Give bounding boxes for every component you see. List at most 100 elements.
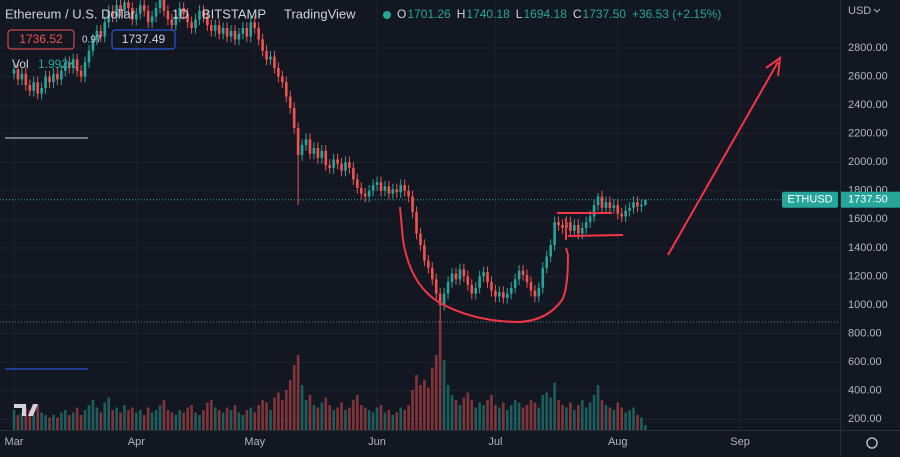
candle-body	[427, 260, 430, 268]
volume-bar	[411, 390, 414, 430]
volume-bar	[131, 407, 134, 430]
volume-bar	[442, 360, 446, 430]
volume-bar	[308, 395, 312, 430]
volume-bar	[636, 415, 639, 430]
volume-bar	[225, 407, 229, 430]
volume-bar	[261, 400, 264, 430]
candle-body	[356, 179, 359, 188]
volume-bar	[296, 355, 300, 430]
volume-bar	[257, 405, 260, 430]
candle-body	[75, 59, 79, 71]
candle-body	[237, 33, 241, 40]
candle-body	[28, 85, 32, 91]
candle-body	[296, 127, 300, 156]
candle-body	[83, 62, 87, 77]
candle-body	[24, 73, 28, 86]
candle-body	[462, 269, 466, 277]
candle-body	[596, 196, 600, 206]
volume-bar	[344, 410, 347, 430]
volume-bar	[458, 405, 462, 430]
volume-bar	[190, 405, 193, 430]
volume-bar	[237, 412, 241, 430]
volume-bar	[537, 407, 541, 430]
currency[interactable]: USD	[848, 5, 871, 17]
volume-bar	[454, 400, 458, 430]
candle-body	[87, 50, 91, 63]
volume-bar	[533, 402, 537, 430]
candle-body	[592, 205, 596, 217]
candle-body	[620, 213, 624, 217]
candle-body	[229, 30, 233, 37]
candle-body	[348, 162, 351, 168]
volume-bar	[71, 412, 75, 430]
candle-body	[261, 39, 264, 51]
volume-bar	[462, 397, 466, 430]
volume-bar	[569, 402, 572, 430]
legend-change: +36.53 (+2.15%)	[632, 7, 721, 21]
volume-bar	[415, 375, 418, 430]
legend-value: 1737.50	[583, 7, 627, 21]
volume-bar	[277, 392, 280, 430]
volume-bar	[154, 410, 158, 430]
candle-body	[202, 10, 205, 17]
plot-area	[12, 0, 647, 430]
candle-body	[367, 190, 371, 197]
candle-body	[383, 186, 387, 191]
volume-bar	[505, 410, 509, 430]
volume-bar	[423, 380, 426, 430]
volume-bar	[356, 395, 359, 430]
candle-body	[249, 22, 253, 37]
candle-body	[138, 5, 142, 14]
arrow-annotation	[667, 55, 782, 256]
candle-body	[277, 67, 280, 77]
candle-body	[210, 25, 213, 31]
candle-body	[438, 293, 442, 305]
volume-bar	[320, 402, 324, 430]
volume-bar	[32, 415, 36, 430]
volume-bar	[580, 400, 584, 430]
y-tick-label: 2400.00	[848, 99, 888, 111]
volume-bar	[549, 397, 552, 430]
candle-body	[513, 279, 517, 288]
buy-box[interactable]	[111, 29, 176, 50]
legend-value: 1694.18	[523, 7, 567, 21]
volume-bar	[430, 367, 434, 430]
volume-bar	[138, 410, 142, 430]
volume-bar	[56, 417, 59, 430]
settings-icon[interactable]	[866, 437, 878, 449]
candle-body	[533, 290, 537, 297]
candle-body	[490, 282, 493, 291]
candle-body	[411, 196, 414, 213]
volume-bar	[24, 407, 28, 430]
candle-body	[616, 205, 620, 214]
y-tick-label: 600.00	[848, 356, 882, 368]
candle-body	[588, 216, 592, 223]
header: Ethereum / U.S. Dollar 1D BITSTAMP Tradi…	[5, 6, 391, 21]
volume-bar	[241, 415, 245, 430]
volume-bar	[438, 320, 442, 430]
candle-body	[375, 182, 379, 186]
candle-body	[624, 210, 627, 217]
sell-box[interactable]	[7, 29, 75, 50]
volume-bar	[115, 407, 118, 430]
candle-body	[529, 282, 533, 291]
candle-body	[505, 293, 509, 298]
volume-bar	[281, 400, 284, 430]
candle-body	[154, 8, 158, 17]
candle-body	[391, 189, 395, 194]
candle-body	[135, 13, 138, 20]
volume-bar	[624, 412, 627, 430]
candle-body	[166, 10, 170, 20]
y-tick-label: 2800.00	[848, 42, 888, 54]
candle-body	[44, 76, 47, 88]
volume-name: Vol	[12, 57, 29, 71]
interval: 1D	[172, 6, 189, 21]
candle-body	[20, 73, 24, 80]
exchange: BITSTAMP	[202, 6, 266, 21]
volume-bar	[166, 410, 170, 430]
candle-body	[162, 0, 166, 11]
candle-body	[194, 19, 197, 28]
x-tick-label: Jul	[488, 436, 502, 448]
y-tick-label: 2000.00	[848, 156, 888, 168]
